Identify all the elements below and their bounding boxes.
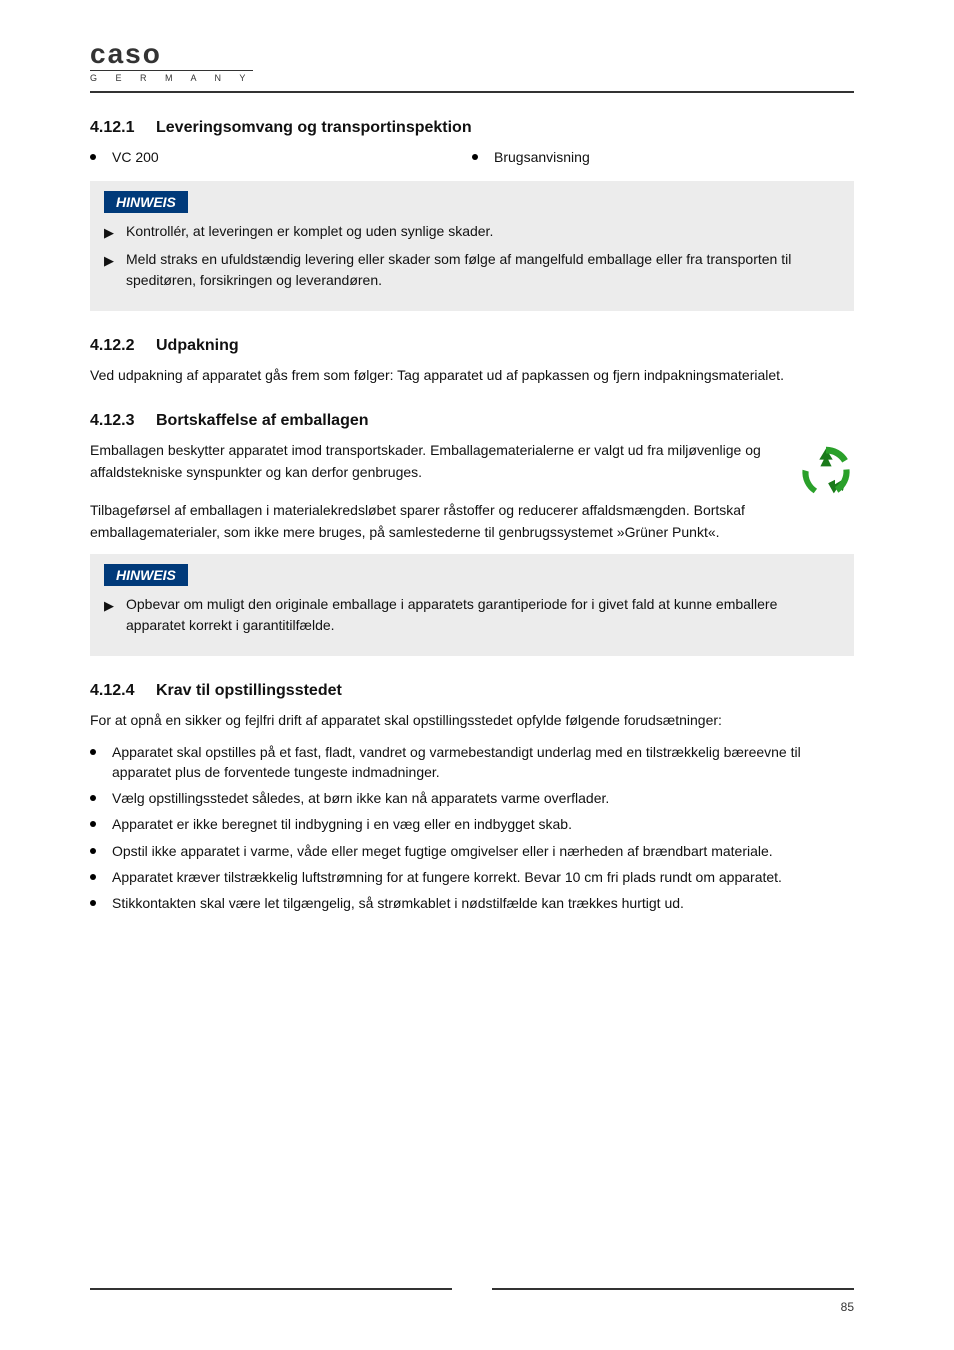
list-item: Apparatet er ikke beregnet til indbygnin… <box>90 814 854 834</box>
note-box: HINWEIS ▶ Opbevar om muligt den original… <box>90 554 854 656</box>
footer-rule-left <box>90 1288 452 1290</box>
page-header: caso G E R M A N Y <box>90 40 854 83</box>
header-rule <box>90 91 854 93</box>
bullet-icon <box>90 154 96 160</box>
page-number: 85 <box>841 1300 854 1314</box>
note-item: ▶ Kontrollér, at leveringen er komplet o… <box>104 221 840 243</box>
bullet-icon <box>90 821 96 827</box>
list-item-text: Brugsanvisning <box>494 147 590 167</box>
list-item-text: Stikkontakten skal være let tilgængelig,… <box>112 893 684 913</box>
list-item-text: Opstil ikke apparatet i varme, våde elle… <box>112 841 773 861</box>
section-title: Krav til opstillingsstedet <box>156 682 342 700</box>
logo-sub-text: G E R M A N Y <box>90 70 253 83</box>
note-box: HINWEIS ▶ Kontrollér, at leveringen er k… <box>90 181 854 311</box>
arrow-icon: ▶ <box>104 596 114 616</box>
arrow-icon: ▶ <box>104 251 114 271</box>
footer-rules <box>90 1288 854 1290</box>
section-4-12-3-heading: 4.12.3 Bortskaffelse af emballagen <box>90 412 854 430</box>
bullet-icon <box>90 795 96 801</box>
body-paragraph: Emballagen beskytter apparatet imod tran… <box>90 440 780 483</box>
body-paragraph: For at opnå en sikker og fejlfri drift a… <box>90 710 854 732</box>
brand-logo: caso G E R M A N Y <box>90 40 253 83</box>
bullet-icon <box>90 749 96 755</box>
list-item: VC 200 <box>90 147 472 167</box>
section-4-12-1-heading: 4.12.1 Leveringsomvang og transportinspe… <box>90 119 854 137</box>
body-paragraph: Ved udpakning af apparatet gås frem som … <box>90 365 854 387</box>
note-badge: HINWEIS <box>104 191 188 213</box>
footer-rule-right <box>492 1288 854 1290</box>
list-item-text: Apparatet skal opstilles på et fast, fla… <box>112 742 854 783</box>
list-item: Stikkontakten skal være let tilgængelig,… <box>90 893 854 913</box>
delivery-scope-list: VC 200 Brugsanvisning <box>90 147 854 173</box>
bullet-icon <box>472 154 478 160</box>
section-title: Leveringsomvang og transportinspektion <box>156 119 472 137</box>
note-text: Kontrollér, at leveringen er komplet og … <box>126 221 493 242</box>
logo-main-text: caso <box>90 40 162 68</box>
bullet-icon <box>90 848 96 854</box>
section-number: 4.12.1 <box>90 119 142 137</box>
list-item: Apparatet kræver tilstrækkelig luftstrøm… <box>90 867 854 887</box>
list-item-text: Apparatet er ikke beregnet til indbygnin… <box>112 814 572 834</box>
arrow-icon: ▶ <box>104 223 114 243</box>
list-item: Apparatet skal opstilles på et fast, fla… <box>90 742 854 783</box>
note-item: ▶ Opbevar om muligt den originale emball… <box>104 594 840 636</box>
list-item-text: VC 200 <box>112 147 159 167</box>
list-item-text: Vælg opstillingsstedet således, at børn … <box>112 788 609 808</box>
section-number: 4.12.2 <box>90 337 142 355</box>
list-item: Vælg opstillingsstedet således, at børn … <box>90 788 854 808</box>
section-4-12-4-heading: 4.12.4 Krav til opstillingsstedet <box>90 682 854 700</box>
section-number: 4.12.4 <box>90 682 142 700</box>
section-title: Bortskaffelse af emballagen <box>156 412 369 430</box>
section-4-12-2-heading: 4.12.2 Udpakning <box>90 337 854 355</box>
list-item-text: Apparatet kræver tilstrækkelig luftstrøm… <box>112 867 782 887</box>
list-item: Brugsanvisning <box>472 147 854 167</box>
note-text: Meld straks en ufuldstændig levering ell… <box>126 249 840 291</box>
bullet-icon <box>90 900 96 906</box>
note-badge: HINWEIS <box>104 564 188 586</box>
note-text: Opbevar om muligt den originale emballag… <box>126 594 840 636</box>
note-item: ▶ Meld straks en ufuldstændig levering e… <box>104 249 840 291</box>
recycle-paragraph-row: Emballagen beskytter apparatet imod tran… <box>90 440 854 500</box>
bullet-icon <box>90 874 96 880</box>
recycle-icon <box>798 444 854 500</box>
body-paragraph: Tilbageførsel af emballagen i materialek… <box>90 500 854 543</box>
section-number: 4.12.3 <box>90 412 142 430</box>
list-item: Opstil ikke apparatet i varme, våde elle… <box>90 841 854 861</box>
section-title: Udpakning <box>156 337 239 355</box>
